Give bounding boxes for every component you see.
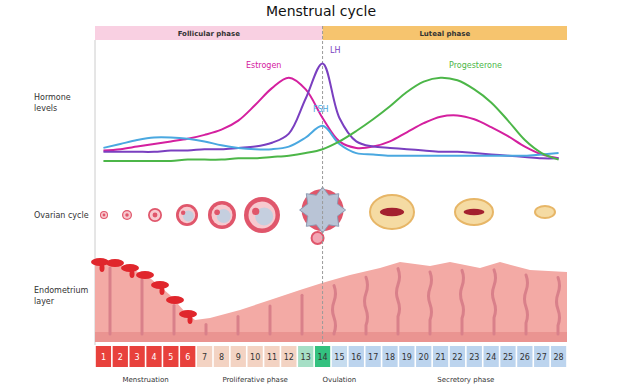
html-text:Hormone levels: Hormone levels — [34, 93, 71, 113]
svg-text:1: 1 — [101, 353, 106, 362]
svg-text:Menstruation: Menstruation — [122, 376, 168, 384]
svg-text:5: 5 — [168, 353, 173, 362]
svg-text:8: 8 — [219, 353, 224, 362]
svg-text:21: 21 — [435, 353, 445, 362]
svg-text:20: 20 — [419, 353, 429, 362]
svg-text:Proliferative phase: Proliferative phase — [222, 376, 287, 384]
svg-text:LH: LH — [330, 46, 340, 55]
svg-text:14: 14 — [317, 353, 327, 362]
svg-text:15: 15 — [334, 353, 344, 362]
svg-text:13: 13 — [301, 353, 311, 362]
svg-text:Estrogen: Estrogen — [246, 61, 281, 70]
svg-text:Secretory phase: Secretory phase — [437, 376, 494, 384]
svg-text:9: 9 — [236, 353, 241, 362]
svg-text:28: 28 — [553, 353, 563, 362]
svg-text:6: 6 — [185, 353, 190, 362]
svg-text:3: 3 — [135, 353, 140, 362]
svg-text:11: 11 — [267, 353, 277, 362]
svg-text:25: 25 — [503, 353, 513, 362]
svg-text:22: 22 — [452, 353, 462, 362]
svg-text:12: 12 — [284, 353, 294, 362]
svg-text:17: 17 — [368, 353, 378, 362]
svg-text:10: 10 — [250, 353, 260, 362]
svg-text:Ovulation: Ovulation — [323, 376, 357, 384]
svg-text:26: 26 — [520, 353, 530, 362]
svg-text:Follicular phase: Follicular phase — [178, 30, 241, 38]
svg-text:24: 24 — [486, 353, 496, 362]
svg-text:27: 27 — [537, 353, 547, 362]
svg-text:Luteal phase: Luteal phase — [419, 30, 470, 38]
svg-text:19: 19 — [402, 353, 412, 362]
html-text:Ovarian cycle: Ovarian cycle — [34, 211, 89, 220]
svg-text:23: 23 — [469, 353, 479, 362]
svg-text:18: 18 — [385, 353, 395, 362]
svg-text:Menstrual cycle: Menstrual cycle — [266, 3, 376, 19]
svg-text:7: 7 — [202, 353, 207, 362]
svg-text:16: 16 — [351, 353, 361, 362]
html-text:Endometrium layer: Endometrium layer — [34, 286, 89, 306]
svg-text:4: 4 — [151, 353, 156, 362]
svg-text:Progesterone: Progesterone — [449, 61, 502, 70]
svg-text:2: 2 — [118, 353, 123, 362]
svg-text:FSH: FSH — [313, 105, 329, 114]
